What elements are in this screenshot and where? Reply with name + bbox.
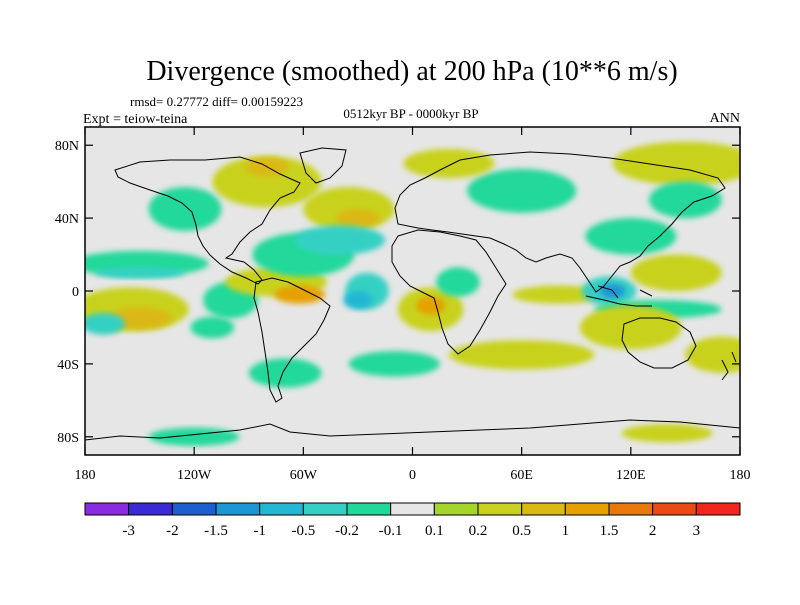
coast-antarctica — [85, 419, 740, 441]
colorbar-label-12: 2 — [649, 523, 657, 539]
colorbar-label-0: -3 — [122, 523, 135, 539]
map-panel — [84, 126, 741, 456]
field-region-19 — [416, 296, 446, 315]
lon-tick-label-0: 180 — [75, 468, 96, 483]
field-region-34 — [248, 358, 322, 388]
field-region-20 — [436, 267, 480, 297]
field-region-35 — [685, 336, 740, 373]
colorbar-box-14 — [695, 502, 741, 516]
period-label: 0512kyr BP - 0000kyr BP — [343, 106, 478, 121]
field-region-1 — [94, 267, 186, 279]
lat-tick-label-1: 40N — [55, 212, 79, 227]
coast-north-america — [114, 156, 301, 285]
field-region-6 — [190, 316, 235, 339]
lon-tick-label-6: 180 — [730, 468, 751, 483]
field-region-33 — [348, 351, 440, 377]
coast-maritime-continent — [585, 285, 653, 307]
colorbar-label-5: -0.2 — [335, 523, 359, 539]
field-region-31 — [579, 305, 682, 350]
colorbar-label-7: 0.1 — [425, 523, 444, 539]
field-region-37 — [621, 424, 713, 443]
colorbar-label-2: -1.5 — [204, 523, 228, 539]
field-region-10 — [212, 156, 322, 208]
colorbar: -3 -2 -1.5 -1 -0.5 -0.2 -0.1 0.1 0.2 0.5 1 1.5 2 3 — [84, 502, 741, 539]
colorbar-box-6 — [346, 502, 392, 516]
field-region-4 — [85, 312, 126, 335]
lat-tick-label-0: 80N — [55, 139, 79, 154]
field-region-17 — [343, 291, 373, 310]
colorbar-box-12 — [608, 502, 654, 516]
stats-label: rmsd= 0.27772 diff= 0.00159223 — [130, 94, 303, 109]
lon-tick-label-2: 60W — [290, 468, 318, 483]
coast-new-zealand — [721, 351, 737, 381]
figure-title: Divergence (smoothed) at 200 hPa (10**6 … — [146, 56, 677, 87]
field-region-36 — [148, 427, 240, 446]
experiment-label: Expt = teiow-teina — [83, 112, 188, 127]
lon-tick-label-5: 120E — [616, 468, 646, 483]
lon-tick-label-4: 60E — [510, 468, 533, 483]
lon-tick-label-1: 120W — [177, 468, 212, 483]
colorbar-box-11 — [564, 502, 610, 516]
colorbar-label-3: -1 — [253, 523, 266, 539]
field-region-21 — [467, 168, 577, 213]
field-region-32 — [448, 340, 595, 370]
colorbar-box-4 — [259, 502, 304, 516]
colorbar-label-13: 3 — [693, 523, 701, 539]
colorbar-label-6: -0.1 — [379, 523, 403, 539]
colorbar-label-8: 0.2 — [469, 523, 488, 539]
field-region-26 — [512, 285, 604, 304]
season-label: ANN — [710, 111, 740, 126]
coast-eurasia — [394, 151, 726, 293]
colorbar-label-11: 1.5 — [600, 523, 619, 539]
map-axes: 80N 40N 0 40S 80S 180 120W 60W 0 60E 120E 180 — [55, 127, 751, 483]
field-region-29 — [630, 254, 722, 291]
colorbar-box-3 — [215, 502, 261, 516]
colorbar-box-1 — [128, 502, 173, 516]
lat-tick-label-4: 80S — [57, 431, 79, 446]
coast-africa — [391, 229, 507, 355]
colorbar-box-0 — [84, 502, 130, 516]
field-region-23 — [612, 141, 740, 186]
coast-greenland — [299, 147, 347, 184]
field-region-8 — [274, 285, 326, 304]
coastlines — [85, 147, 740, 441]
colorbar-label-4: -0.5 — [291, 523, 315, 539]
colorbar-label-1: -2 — [166, 523, 179, 539]
colorbar-box-8 — [433, 502, 479, 516]
field-region-24 — [585, 218, 677, 255]
coast-south-america — [253, 277, 331, 403]
field-region-14 — [336, 209, 380, 228]
colorbar-box-5 — [302, 502, 348, 516]
colorbar-box-9 — [477, 502, 523, 516]
lat-tick-label-2: 0 — [72, 285, 79, 300]
colorbar-label-9: 0.5 — [512, 523, 531, 539]
field-region-22 — [403, 148, 495, 179]
field-region-12 — [148, 187, 222, 231]
colorbar-box-2 — [171, 502, 217, 516]
colorbar-box-10 — [521, 502, 566, 516]
lat-tick-label-3: 40S — [57, 358, 79, 373]
colorbar-box-13 — [652, 502, 697, 516]
colorbar-label-10: 1 — [562, 523, 570, 539]
field-region-25 — [649, 181, 722, 219]
field-region-15 — [294, 225, 386, 255]
colorbar-box-7 — [390, 502, 435, 516]
coast-australia — [621, 317, 697, 369]
lon-tick-label-3: 0 — [409, 468, 416, 483]
